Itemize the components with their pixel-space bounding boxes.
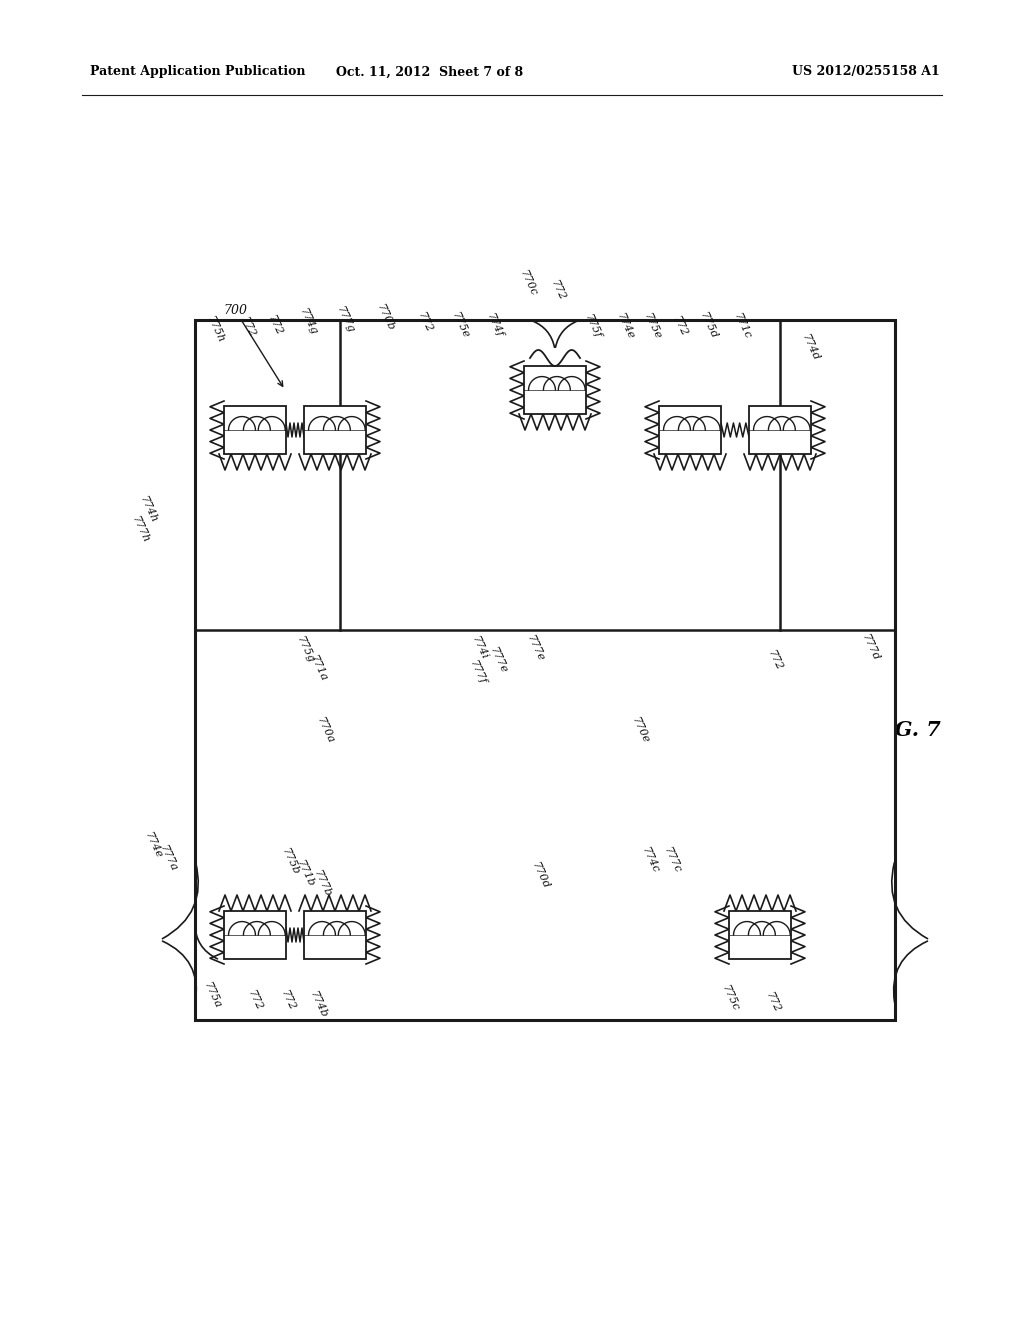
Text: 775c: 775c bbox=[720, 983, 740, 1012]
Text: 774e: 774e bbox=[142, 830, 164, 859]
Text: 772: 772 bbox=[266, 313, 284, 337]
Text: 770d: 770d bbox=[529, 861, 551, 891]
Bar bbox=[749, 407, 811, 454]
Text: 777h: 777h bbox=[129, 515, 151, 545]
Text: 770e: 770e bbox=[630, 715, 650, 744]
Text: 772: 772 bbox=[246, 989, 264, 1012]
Text: 777d: 777d bbox=[859, 634, 881, 663]
Text: 775h: 775h bbox=[205, 315, 225, 345]
Text: 770a: 770a bbox=[314, 715, 336, 744]
Text: FIG. 7: FIG. 7 bbox=[870, 719, 941, 741]
Bar bbox=[195, 319, 895, 1020]
Text: US 2012/0255158 A1: US 2012/0255158 A1 bbox=[793, 66, 940, 78]
Text: 772: 772 bbox=[766, 648, 784, 672]
Text: 774d: 774d bbox=[800, 333, 820, 363]
Text: 777e: 777e bbox=[487, 645, 509, 675]
Text: 700: 700 bbox=[223, 304, 283, 387]
Text: 777b: 777b bbox=[311, 869, 333, 899]
Text: Patent Application Publication: Patent Application Publication bbox=[90, 66, 305, 78]
Text: 775f: 775f bbox=[583, 313, 603, 339]
Text: 775e: 775e bbox=[450, 310, 470, 339]
Text: 774e: 774e bbox=[614, 312, 636, 341]
Bar bbox=[304, 911, 366, 960]
Text: 775a: 775a bbox=[202, 981, 222, 1010]
Text: 771c: 771c bbox=[731, 312, 753, 341]
Bar bbox=[304, 407, 366, 454]
Text: 777e: 777e bbox=[524, 634, 546, 663]
Text: 777a: 777a bbox=[158, 843, 178, 873]
Text: 774f: 774f bbox=[485, 312, 505, 339]
Text: 777f: 777f bbox=[468, 659, 487, 685]
Text: 774i: 774i bbox=[470, 635, 489, 661]
Text: 777g: 777g bbox=[335, 305, 355, 335]
Text: 772: 772 bbox=[416, 310, 434, 334]
Bar bbox=[224, 407, 286, 454]
Text: 777c: 777c bbox=[662, 845, 682, 875]
Text: 772: 772 bbox=[279, 989, 297, 1012]
Text: 775g: 775g bbox=[295, 635, 315, 665]
Text: 771a: 771a bbox=[307, 653, 329, 682]
Text: 774h: 774h bbox=[137, 495, 159, 525]
Text: 774c: 774c bbox=[640, 845, 660, 875]
Bar bbox=[524, 366, 586, 414]
Text: Oct. 11, 2012  Sheet 7 of 8: Oct. 11, 2012 Sheet 7 of 8 bbox=[337, 66, 523, 78]
Bar bbox=[224, 911, 286, 960]
Text: 775b: 775b bbox=[280, 847, 301, 876]
Text: 775d: 775d bbox=[697, 312, 719, 341]
Text: 771b: 771b bbox=[295, 859, 315, 890]
Text: 774b: 774b bbox=[307, 990, 329, 1020]
Bar bbox=[729, 911, 791, 960]
Text: 772: 772 bbox=[671, 314, 689, 338]
Text: 775e: 775e bbox=[642, 312, 663, 341]
Text: 772: 772 bbox=[764, 990, 782, 1014]
Text: 770b: 770b bbox=[375, 304, 395, 333]
Bar bbox=[659, 407, 721, 454]
Text: 772: 772 bbox=[239, 315, 257, 339]
Text: 770c: 770c bbox=[517, 268, 539, 297]
Text: 774g: 774g bbox=[297, 308, 318, 337]
Text: 772: 772 bbox=[549, 279, 567, 302]
